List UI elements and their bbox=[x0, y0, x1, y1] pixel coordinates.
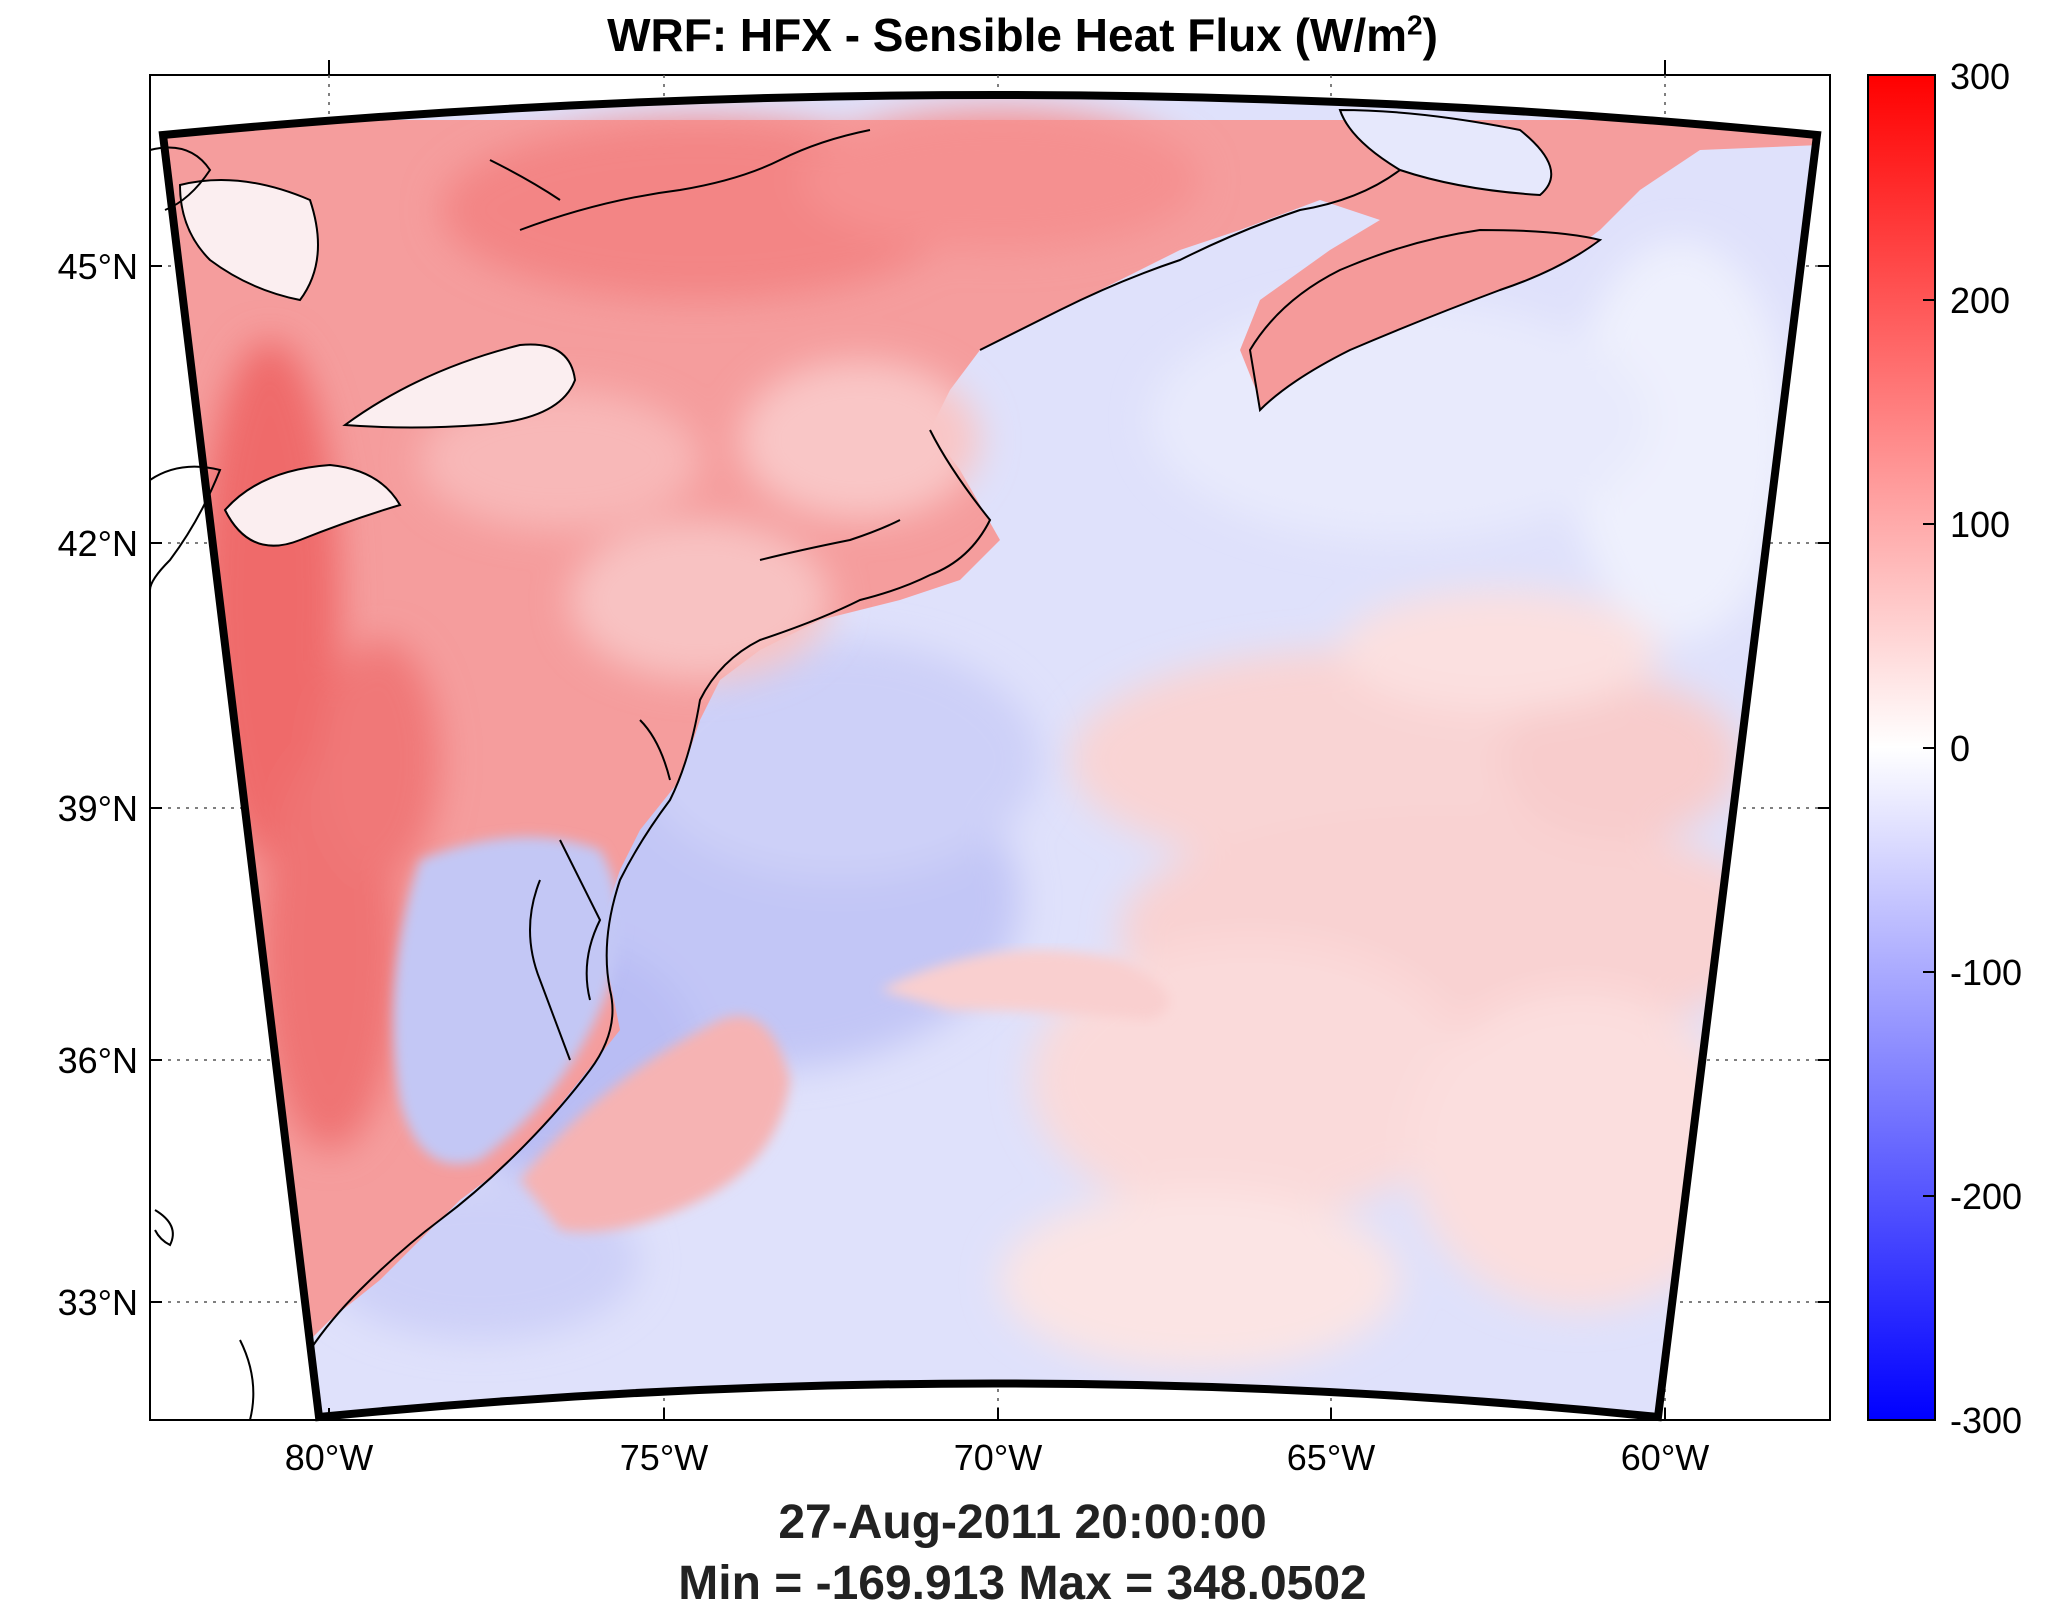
lon-label-80w: 80°W bbox=[285, 1437, 373, 1478]
min-max-label: Min = -169.913 Max = 348.0502 bbox=[678, 1557, 1367, 1610]
georgian-bay bbox=[178, 179, 319, 302]
model-domain-boundary bbox=[158, 91, 1822, 1422]
lat-label-36n: 36°N bbox=[58, 1040, 138, 1081]
gulf-stream-plume bbox=[520, 1016, 790, 1232]
coastlines bbox=[309, 129, 1401, 1351]
lon-label-60w: 60°W bbox=[1621, 1437, 1709, 1478]
lon-label-65w: 65°W bbox=[1287, 1437, 1375, 1478]
colorbar: 300 200 100 0 -100 -200 -300 bbox=[1867, 56, 2022, 1441]
lat-label-33n: 33°N bbox=[58, 1282, 138, 1323]
outside-coastlines bbox=[149, 146, 255, 1421]
lon-label-70w: 70°W bbox=[954, 1437, 1042, 1478]
longitude-labels: 80°W 75°W 70°W 65°W 60°W bbox=[285, 1437, 1709, 1478]
gulf-st-lawrence bbox=[1338, 108, 1553, 197]
colorbar-tick-neg300: -300 bbox=[1950, 1400, 2022, 1441]
lake-ontario bbox=[342, 343, 577, 429]
nova-scotia bbox=[1248, 228, 1603, 413]
latitude-labels: 45°N 42°N 39°N 36°N 33°N bbox=[58, 246, 138, 1323]
lake-erie bbox=[223, 463, 402, 547]
ocean-warm-patches bbox=[1000, 240, 1790, 1370]
map-title-text: WRF: HFX - Sensible Heat Flux (W/m bbox=[607, 9, 1408, 61]
axis-ticks bbox=[150, 60, 1830, 1420]
virginia-cool-zone bbox=[393, 837, 620, 1164]
lat-label-45n: 45°N bbox=[58, 246, 138, 287]
heat-flux-field bbox=[163, 95, 1817, 1417]
map-title-close: ) bbox=[1422, 9, 1438, 61]
colorbar-tick-100: 100 bbox=[1950, 504, 2010, 545]
map-title-superscript: 2 bbox=[1407, 9, 1423, 41]
lat-label-39n: 39°N bbox=[58, 788, 138, 829]
lon-label-75w: 75°W bbox=[620, 1437, 708, 1478]
lat-label-42n: 42°N bbox=[58, 523, 138, 564]
colorbar-tick-0: 0 bbox=[1950, 728, 1970, 769]
colorbar-tick-300: 300 bbox=[1950, 56, 2010, 97]
colorbar-tick-neg100: -100 bbox=[1950, 952, 2022, 993]
valid-time-label: 27-Aug-2011 20:00:00 bbox=[778, 1496, 1267, 1549]
map-title: WRF: HFX - Sensible Heat Flux (W/m2) bbox=[0, 8, 2045, 62]
colorbar-tick-200: 200 bbox=[1950, 280, 2010, 321]
colorbar-tick-neg200: -200 bbox=[1950, 1176, 2022, 1217]
